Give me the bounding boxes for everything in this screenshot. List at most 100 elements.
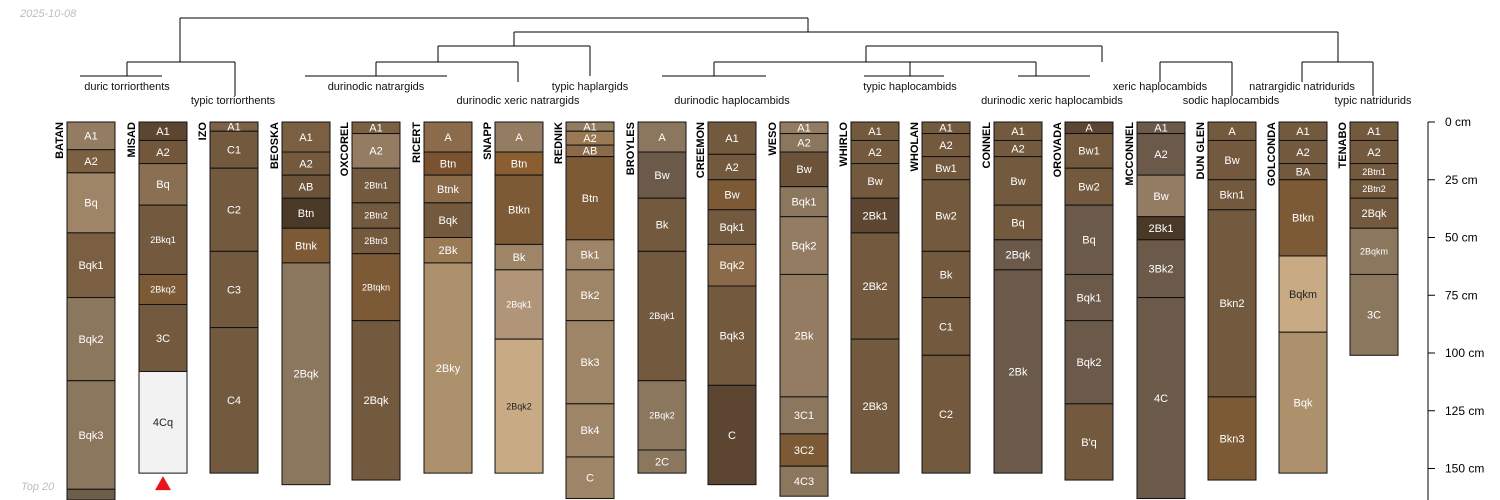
horizon-label: 2Bk2 [862, 281, 887, 293]
horizon-bqk2 [66, 297, 116, 382]
horizon-label: A1 [797, 123, 810, 135]
horizon-bk4 [565, 403, 615, 458]
horizon-label: Bw1 [1078, 146, 1099, 158]
horizon-label: Bk [940, 269, 953, 281]
horizon-label: A1 [1011, 126, 1024, 138]
profile-name: CONNEL [981, 122, 993, 169]
profile-name: WHIRLO [838, 122, 850, 167]
horizon-label: Bkn1 [1219, 190, 1244, 202]
horizon-label: Bw2 [1078, 182, 1099, 194]
depth-axis: 0 cm 25 cm 50 cm 75 cm 100 cm 125 cm 150 cm [1427, 115, 1484, 500]
horizon-bk1 [565, 239, 615, 271]
horizon-label: 3C2 [794, 445, 814, 457]
horizon-bqk2 [779, 216, 829, 275]
horizon-label: Btn [440, 158, 457, 170]
horizon-label: Bqk2 [1076, 357, 1101, 369]
horizon-label: 2Btqkn [362, 282, 390, 292]
horizon-btkn [1278, 179, 1328, 257]
horizon-label: 2Btn1 [1362, 167, 1386, 177]
horizon-4cq [138, 370, 188, 474]
horizon-label: Bk1 [581, 250, 600, 262]
profile-name: IZO [197, 122, 209, 141]
horizon-label: 3C [1367, 310, 1381, 322]
horizon-label: 2Bqkm [1360, 247, 1388, 257]
profile-creemon: A1 A2 Bw Bqk1 Bqk2 Bqk3 C CREEMON [695, 121, 757, 486]
horizon-label: A1 [1296, 126, 1309, 138]
horizon-bw2 [1064, 167, 1114, 206]
horizon-label: Btkn [508, 205, 530, 217]
horizon-label: C4 [227, 395, 241, 407]
profile-dun-glen: A Bw Bkn1 Bkn2 Bkn3 DUN GLEN [1195, 121, 1257, 481]
horizon-label: 4C [1154, 393, 1168, 405]
horizon-label: Bqk2 [719, 260, 744, 272]
horizon-bqk [1278, 331, 1328, 474]
horizon-label: A2 [1011, 143, 1024, 155]
horizon-4c3 [779, 465, 829, 497]
horizon-2bk [779, 273, 829, 398]
profile-whirlo: A1 A2 Bw 2Bk1 2Bk2 2Bk3 WHIRLO [838, 121, 900, 474]
horizon-label: Bw [867, 176, 882, 188]
horizon-2bkq2 [138, 273, 188, 305]
horizon-a1 [66, 121, 116, 151]
profile-name: SNAPP [482, 122, 494, 160]
horizon-label: 2Bqk [293, 369, 319, 381]
horizon-label: Bqkm [1289, 289, 1317, 301]
horizon-label: 3Bk2 [1148, 264, 1173, 276]
horizon-label: A1 [583, 121, 596, 133]
horizon-label: 2Bk3 [862, 401, 887, 413]
horizon-2bk [993, 269, 1043, 474]
horizon-4c [1136, 297, 1186, 500]
taxon-label-sodic-haplocambids: sodic haplocambids [1183, 95, 1280, 107]
taxon-label-xeric-haplocambids: xeric haplocambids [1113, 81, 1208, 93]
profile-beoska: A1 A2 AB Btn Btnk 2Bqk BEOSKA [269, 121, 331, 486]
profile-batan: A1 A2 Bq Bqk1 Bqk2 Bqk3 BATAN [54, 121, 116, 500]
horizon-3c1 [779, 396, 829, 435]
horizon-label: Bk4 [581, 425, 600, 437]
horizon-label: Btn [582, 193, 599, 205]
dendrogram [80, 17, 1374, 96]
profile-tenabo: A1 A2 2Btn1 2Btn2 2Bqk 2Bqkm 3C TENABO [1337, 121, 1399, 356]
horizon-label: A2 [1367, 147, 1380, 159]
horizon-label: 2Bqk2 [506, 401, 532, 411]
horizon-label: A2 [369, 146, 382, 158]
horizon-bq [138, 163, 188, 206]
truncation-marker-icon [155, 476, 171, 491]
horizon-c1 [921, 297, 971, 356]
horizon-label: 2Btn2 [1362, 184, 1386, 194]
horizon-btnk [423, 174, 473, 204]
depth-tick-label: 25 cm [1445, 173, 1478, 187]
horizon-label: A2 [583, 133, 596, 145]
depth-tick-label: 125 cm [1445, 404, 1484, 418]
horizon-btkn [494, 174, 544, 245]
horizon-label: C1 [227, 145, 241, 157]
horizon-bw1 [1064, 133, 1114, 169]
profile-name: OROVADA [1052, 122, 1064, 177]
horizon-bk2 [565, 269, 615, 322]
profile-name: CREEMON [695, 122, 707, 178]
horizon-label: C3 [227, 284, 241, 296]
horizon-3c2 [779, 433, 829, 467]
horizon-label: Btn [298, 208, 315, 220]
horizon-label: A [1228, 126, 1236, 138]
horizon-label: 2Bqk [363, 395, 389, 407]
horizon-bqk1 [1064, 273, 1114, 322]
horizon-label: A2 [1296, 147, 1309, 159]
horizon-bkn2 [1207, 209, 1257, 398]
horizon-label: 2Bkq1 [150, 235, 176, 245]
taxon-label-durinodic-natrargids: durinodic natrargids [328, 81, 425, 93]
horizon-label: Bqk [439, 215, 458, 227]
horizon-bqk3 [66, 380, 116, 490]
horizon-label: A1 [84, 131, 97, 143]
horizon-2bk [423, 237, 473, 264]
horizon-bqk1 [707, 209, 757, 245]
horizon-bk [921, 250, 971, 299]
horizon-label: Bqk1 [78, 260, 103, 272]
horizon-2btqkn [351, 253, 401, 322]
profile-name: BATAN [54, 122, 66, 159]
horizon-bkn1 [1207, 179, 1257, 211]
taxon-label-typic-torriorthents: typic torriorthents [191, 95, 276, 107]
horizon-bkn3 [1207, 396, 1257, 481]
horizon-bw [993, 156, 1043, 206]
profile-orovada: A Bw1 Bw2 Bq Bqk1 Bqk2 B'q OROVADA [1052, 121, 1114, 481]
